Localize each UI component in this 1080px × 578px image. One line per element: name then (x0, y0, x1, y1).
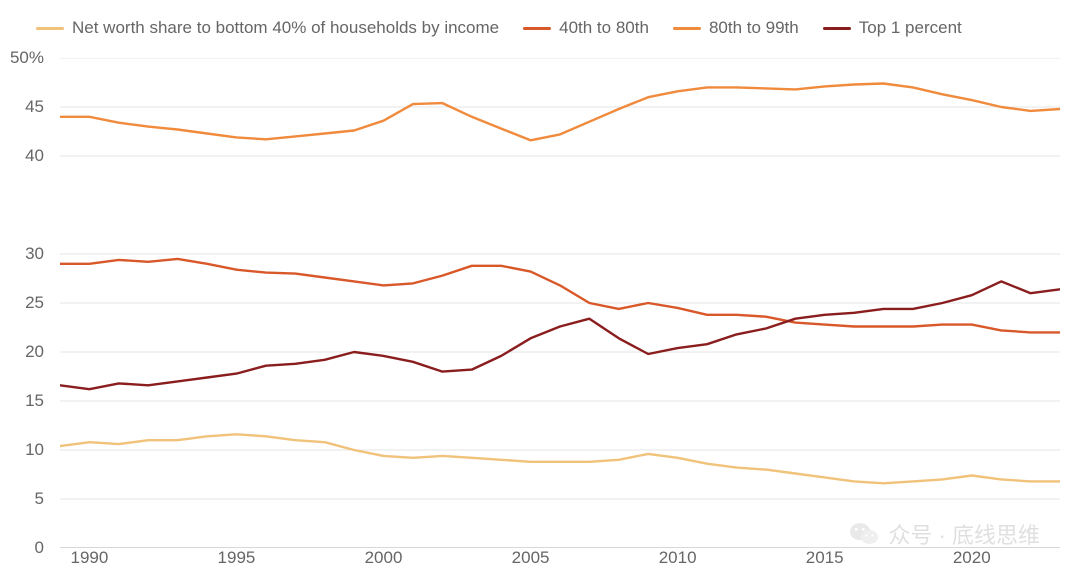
y-axis-label: 45 (25, 97, 44, 117)
y-axis-label: 5 (35, 489, 44, 509)
x-axis-label: 2005 (512, 548, 550, 568)
legend-item: 80th to 99th (673, 18, 799, 38)
y-axis-label: 15 (25, 391, 44, 411)
x-axis-label: 2000 (365, 548, 403, 568)
x-axis-label: 2010 (659, 548, 697, 568)
net-worth-share-chart: Net worth share to bottom 40% of househo… (0, 0, 1080, 578)
legend-swatch (36, 27, 64, 30)
series-line (60, 434, 1060, 483)
legend: Net worth share to bottom 40% of househo… (36, 18, 962, 38)
legend-swatch (523, 27, 551, 30)
legend-item: Net worth share to bottom 40% of househo… (36, 18, 499, 38)
y-axis-label: 50% (10, 48, 44, 68)
legend-label: 40th to 80th (559, 18, 649, 38)
legend-label: Net worth share to bottom 40% of househo… (72, 18, 499, 38)
x-axis-label: 1990 (70, 548, 108, 568)
legend-swatch (823, 27, 851, 30)
series-line (60, 84, 1060, 141)
x-axis-label: 2020 (953, 548, 991, 568)
x-axis-labels: 1990 1995 2000 2005 2010 2015 2020 (60, 548, 1060, 572)
y-axis-label: 25 (25, 293, 44, 313)
series-line (60, 259, 1060, 333)
y-axis-label: 20 (25, 342, 44, 362)
legend-item: Top 1 percent (823, 18, 962, 38)
x-axis-label: 2015 (806, 548, 844, 568)
y-axis-label: 40 (25, 146, 44, 166)
y-axis-labels: 051015202530404550% (0, 58, 50, 548)
y-axis-label: 10 (25, 440, 44, 460)
chart-plot (60, 58, 1060, 548)
legend-item: 40th to 80th (523, 18, 649, 38)
legend-label: 80th to 99th (709, 18, 799, 38)
legend-swatch (673, 27, 701, 30)
x-axis-label: 1995 (218, 548, 256, 568)
legend-label: Top 1 percent (859, 18, 962, 38)
series-line (60, 281, 1060, 389)
y-axis-label: 30 (25, 244, 44, 264)
y-axis-label: 0 (35, 538, 44, 558)
